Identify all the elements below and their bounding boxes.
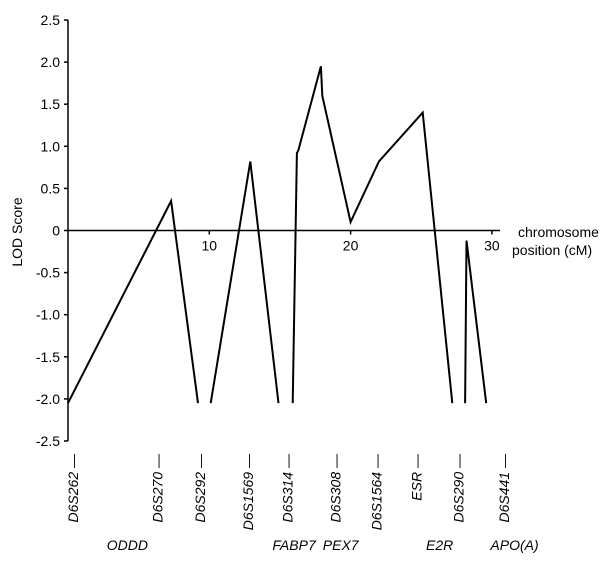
y-tick-label: 1.5 — [41, 96, 61, 112]
lod-curve — [67, 66, 488, 404]
y-tick-label: 0.5 — [41, 180, 61, 196]
gene-label: ODDD — [107, 537, 148, 553]
x-tick-label: 30 — [484, 238, 500, 254]
y-tick-label: -1.0 — [36, 307, 60, 323]
marker-label: D6S270 — — [150, 453, 166, 522]
y-tick-label: -1.5 — [36, 349, 60, 365]
x-axis-title-line2: position (cM) — [512, 242, 592, 258]
marker-label: D6S441 — — [496, 453, 512, 522]
lod-segment — [291, 66, 454, 404]
y-tick-label: -0.5 — [36, 265, 60, 281]
marker-label: ESR — — [408, 453, 424, 501]
gene-label: FABP7 — [272, 537, 317, 553]
y-tick-label: 2.5 — [41, 12, 61, 28]
marker-label: D6S1569 — — [240, 453, 256, 530]
y-tick-label: 1.0 — [41, 138, 61, 154]
gene-labels: ODDD FABP7 PEX7 E2R APO(A) — [107, 537, 539, 553]
marker-label: D6S292 — — [192, 453, 208, 522]
gene-label: PEX7 — [323, 537, 360, 553]
x-tick-label: 20 — [343, 238, 359, 254]
y-axis: 2.5 2.0 1.5 1.0 0.5 0 -0.5 -1.0 -1.5 -2.0 -2.5 — [36, 12, 69, 449]
lod-segment — [464, 240, 488, 404]
y-tick-label: 2.0 — [41, 54, 61, 70]
lod-segment — [67, 197, 199, 404]
lod-segment — [209, 161, 280, 404]
gene-label: E2R — [426, 537, 453, 553]
marker-label: D6S262 — — [65, 453, 81, 522]
y-axis-title: LOD Score — [9, 197, 25, 266]
marker-labels: D6S262 — D6S270 — D6S292 — D6S1569 — D6S314 … — [65, 453, 512, 530]
marker-label: D6S314 — — [280, 453, 296, 522]
y-tick-label: 0 — [52, 223, 60, 239]
x-axis: 10 20 30 — [68, 229, 500, 254]
y-tick-label: -2.0 — [36, 391, 60, 407]
marker-label: D6S1564 — — [369, 453, 385, 530]
marker-label: D6S290 — — [451, 453, 467, 522]
x-tick-label: 10 — [202, 238, 218, 254]
gene-label: APO(A) — [489, 537, 538, 553]
y-tick-label: -2.5 — [36, 433, 60, 449]
marker-label: D6S308 — — [328, 453, 344, 522]
x-axis-title-line1: chromosome — [518, 224, 599, 240]
